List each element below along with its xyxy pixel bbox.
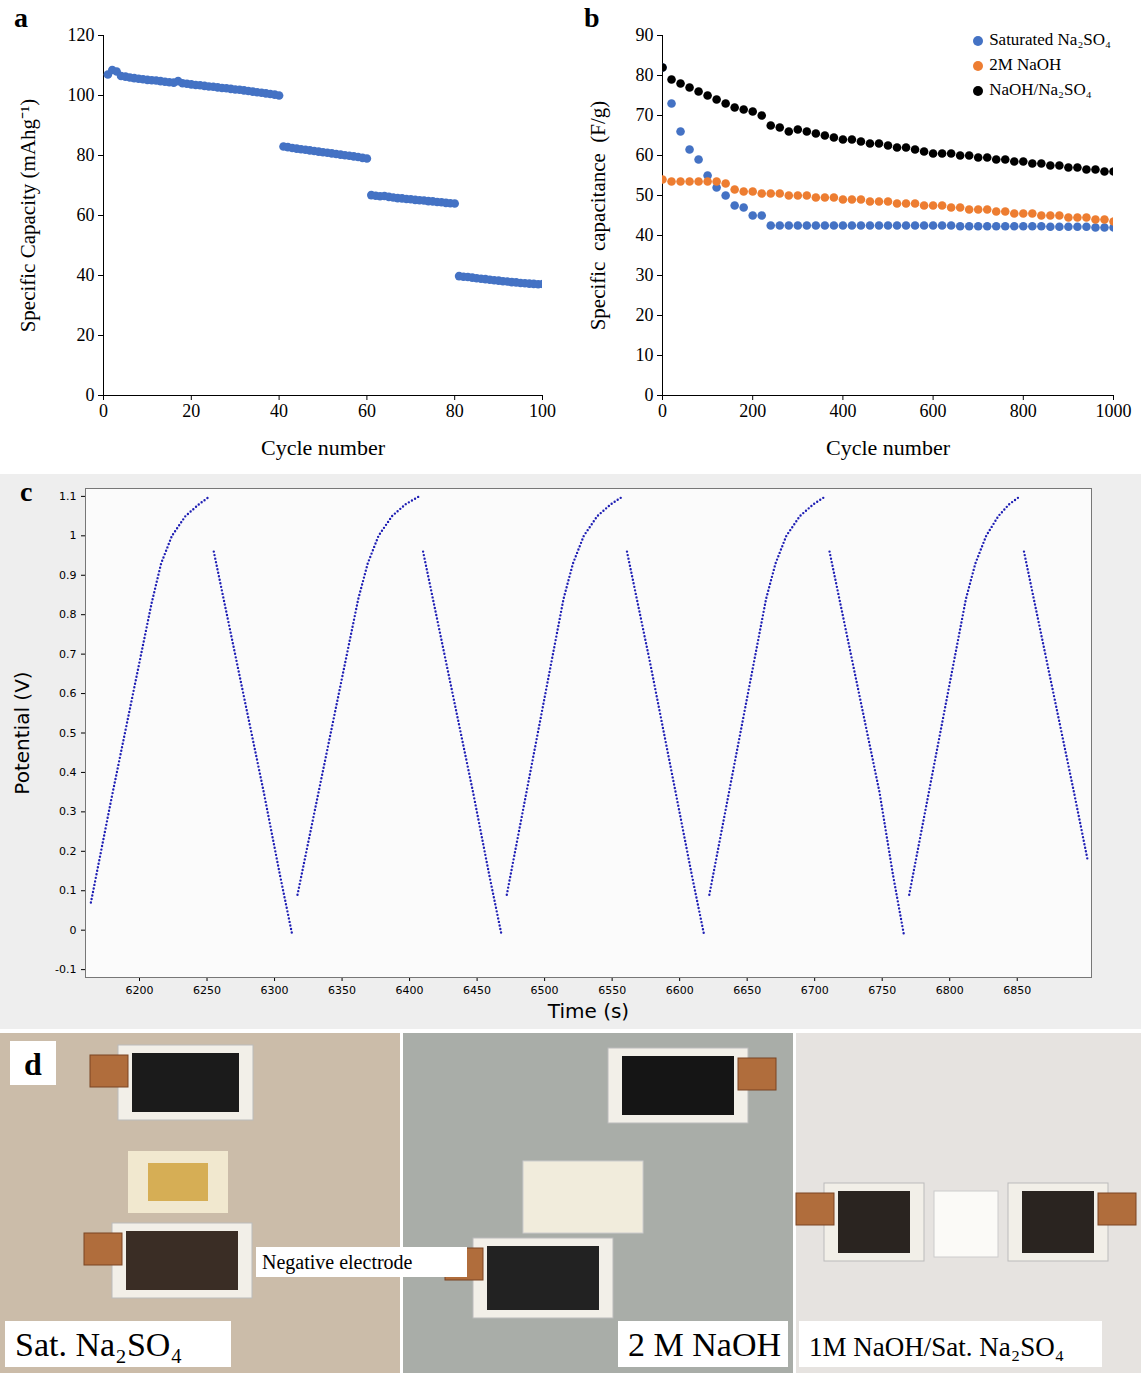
svg-text:90: 90	[636, 25, 654, 45]
svg-text:60: 60	[77, 205, 95, 225]
svg-text:d: d	[24, 1046, 42, 1082]
svg-text:1: 1	[70, 529, 77, 542]
svg-text:Sat. Na₂SO₄: Sat. Na₂SO₄	[15, 1326, 182, 1363]
svg-text:0.7: 0.7	[59, 648, 77, 661]
svg-text:40: 40	[270, 401, 288, 421]
svg-text:6350: 6350	[328, 984, 356, 997]
svg-text:Cycle number: Cycle number	[826, 435, 951, 460]
svg-text:Specific Capacity (mAhg⁻¹): Specific Capacity (mAhg⁻¹)	[16, 99, 40, 333]
html-text:2M NaOH: 2M NaOH	[989, 55, 1062, 74]
svg-text:0.1: 0.1	[59, 884, 77, 897]
svg-text:0.8: 0.8	[59, 608, 77, 621]
svg-text:50: 50	[636, 185, 654, 205]
svg-text:1M NaOH/Sat. Na₂SO₄: 1M NaOH/Sat. Na₂SO₄	[809, 1332, 1064, 1362]
svg-text:0.4: 0.4	[59, 766, 77, 779]
svg-text:Potential (V): Potential (V)	[10, 671, 34, 794]
svg-text:6400: 6400	[396, 984, 424, 997]
svg-text:6600: 6600	[666, 984, 694, 997]
svg-text:6500: 6500	[531, 984, 559, 997]
svg-text:Negative electrode: Negative electrode	[262, 1251, 413, 1274]
svg-text:6200: 6200	[126, 984, 154, 997]
svg-text:1.1: 1.1	[59, 490, 77, 503]
svg-text:20: 20	[636, 305, 654, 325]
svg-text:70: 70	[636, 105, 654, 125]
svg-text:6250: 6250	[193, 984, 221, 997]
svg-text:100: 100	[529, 401, 556, 421]
html-text:NaOH/Na₂SO₄: NaOH/Na₂SO₄	[989, 80, 1092, 99]
svg-text:6700: 6700	[801, 984, 829, 997]
svg-text:120: 120	[68, 25, 95, 45]
svg-text:6850: 6850	[1003, 984, 1031, 997]
svg-text:6450: 6450	[463, 984, 491, 997]
svg-text:6300: 6300	[261, 984, 289, 997]
svg-text:40: 40	[636, 225, 654, 245]
svg-text:-0.1: -0.1	[55, 963, 76, 976]
svg-text:80: 80	[446, 401, 464, 421]
svg-text:60: 60	[358, 401, 376, 421]
svg-text:20: 20	[182, 401, 200, 421]
svg-text:80: 80	[77, 145, 95, 165]
svg-text:0.6: 0.6	[59, 687, 77, 700]
svg-text:0: 0	[70, 924, 77, 937]
svg-text:0.2: 0.2	[59, 845, 77, 858]
svg-text:0.5: 0.5	[59, 727, 77, 740]
svg-text:10: 10	[636, 345, 654, 365]
svg-text:1000: 1000	[1096, 401, 1132, 421]
svg-text:0: 0	[99, 401, 108, 421]
svg-text:Specific capacitance (F/g): Specific capacitance (F/g)	[586, 101, 610, 331]
html-text:c: c	[20, 476, 33, 507]
svg-text:0.9: 0.9	[59, 569, 77, 582]
html-text:b: b	[584, 2, 600, 33]
svg-text:2 M NaOH: 2 M NaOH	[628, 1326, 781, 1363]
svg-text:40: 40	[77, 265, 95, 285]
svg-text:Cycle number: Cycle number	[261, 435, 386, 460]
svg-text:30: 30	[636, 265, 654, 285]
svg-text:20: 20	[77, 325, 95, 345]
svg-text:200: 200	[739, 401, 766, 421]
svg-text:0.3: 0.3	[59, 805, 77, 818]
svg-text:6800: 6800	[936, 984, 964, 997]
svg-text:0: 0	[645, 385, 654, 405]
svg-text:Time (s): Time (s)	[547, 999, 629, 1023]
html-text:a: a	[14, 2, 28, 33]
svg-text:0: 0	[658, 401, 667, 421]
svg-text:6750: 6750	[868, 984, 896, 997]
svg-text:60: 60	[636, 145, 654, 165]
svg-text:100: 100	[68, 85, 95, 105]
svg-text:600: 600	[920, 401, 947, 421]
svg-text:80: 80	[636, 65, 654, 85]
svg-text:400: 400	[829, 401, 856, 421]
html-text:Saturated Na₂SO₄: Saturated Na₂SO₄	[989, 30, 1111, 49]
svg-text:6650: 6650	[733, 984, 761, 997]
svg-text:6550: 6550	[598, 984, 626, 997]
svg-text:800: 800	[1010, 401, 1037, 421]
svg-text:0: 0	[86, 385, 95, 405]
